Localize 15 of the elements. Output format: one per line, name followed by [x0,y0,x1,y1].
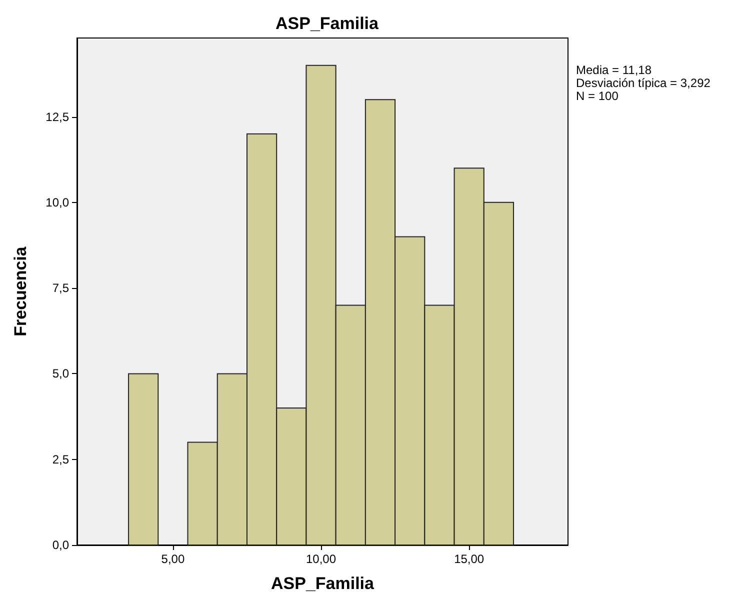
y-axis-title: Frecuencia [11,246,30,336]
x-tick-label: 5,00 [161,552,185,566]
y-tick-label: 5,0 [52,366,70,381]
x-tick-label: 15,00 [454,552,484,566]
x-axis-title: ASP_Familia [271,574,375,593]
y-tick-label: 12,5 [46,110,70,124]
text: N = 100 [576,89,619,103]
y-tick-label: 10,0 [46,195,70,210]
y-tick-label: 7,5 [52,281,70,296]
y-tick-label: 2,5 [52,452,70,466]
text: Desviación típica = 3,292 [576,76,711,90]
y-tick-label: 0,0 [52,538,70,552]
x-tick-label: 10,00 [306,552,336,566]
chart-title: ASP_Familia [276,14,380,33]
text: Media = 11,18 [576,63,652,77]
